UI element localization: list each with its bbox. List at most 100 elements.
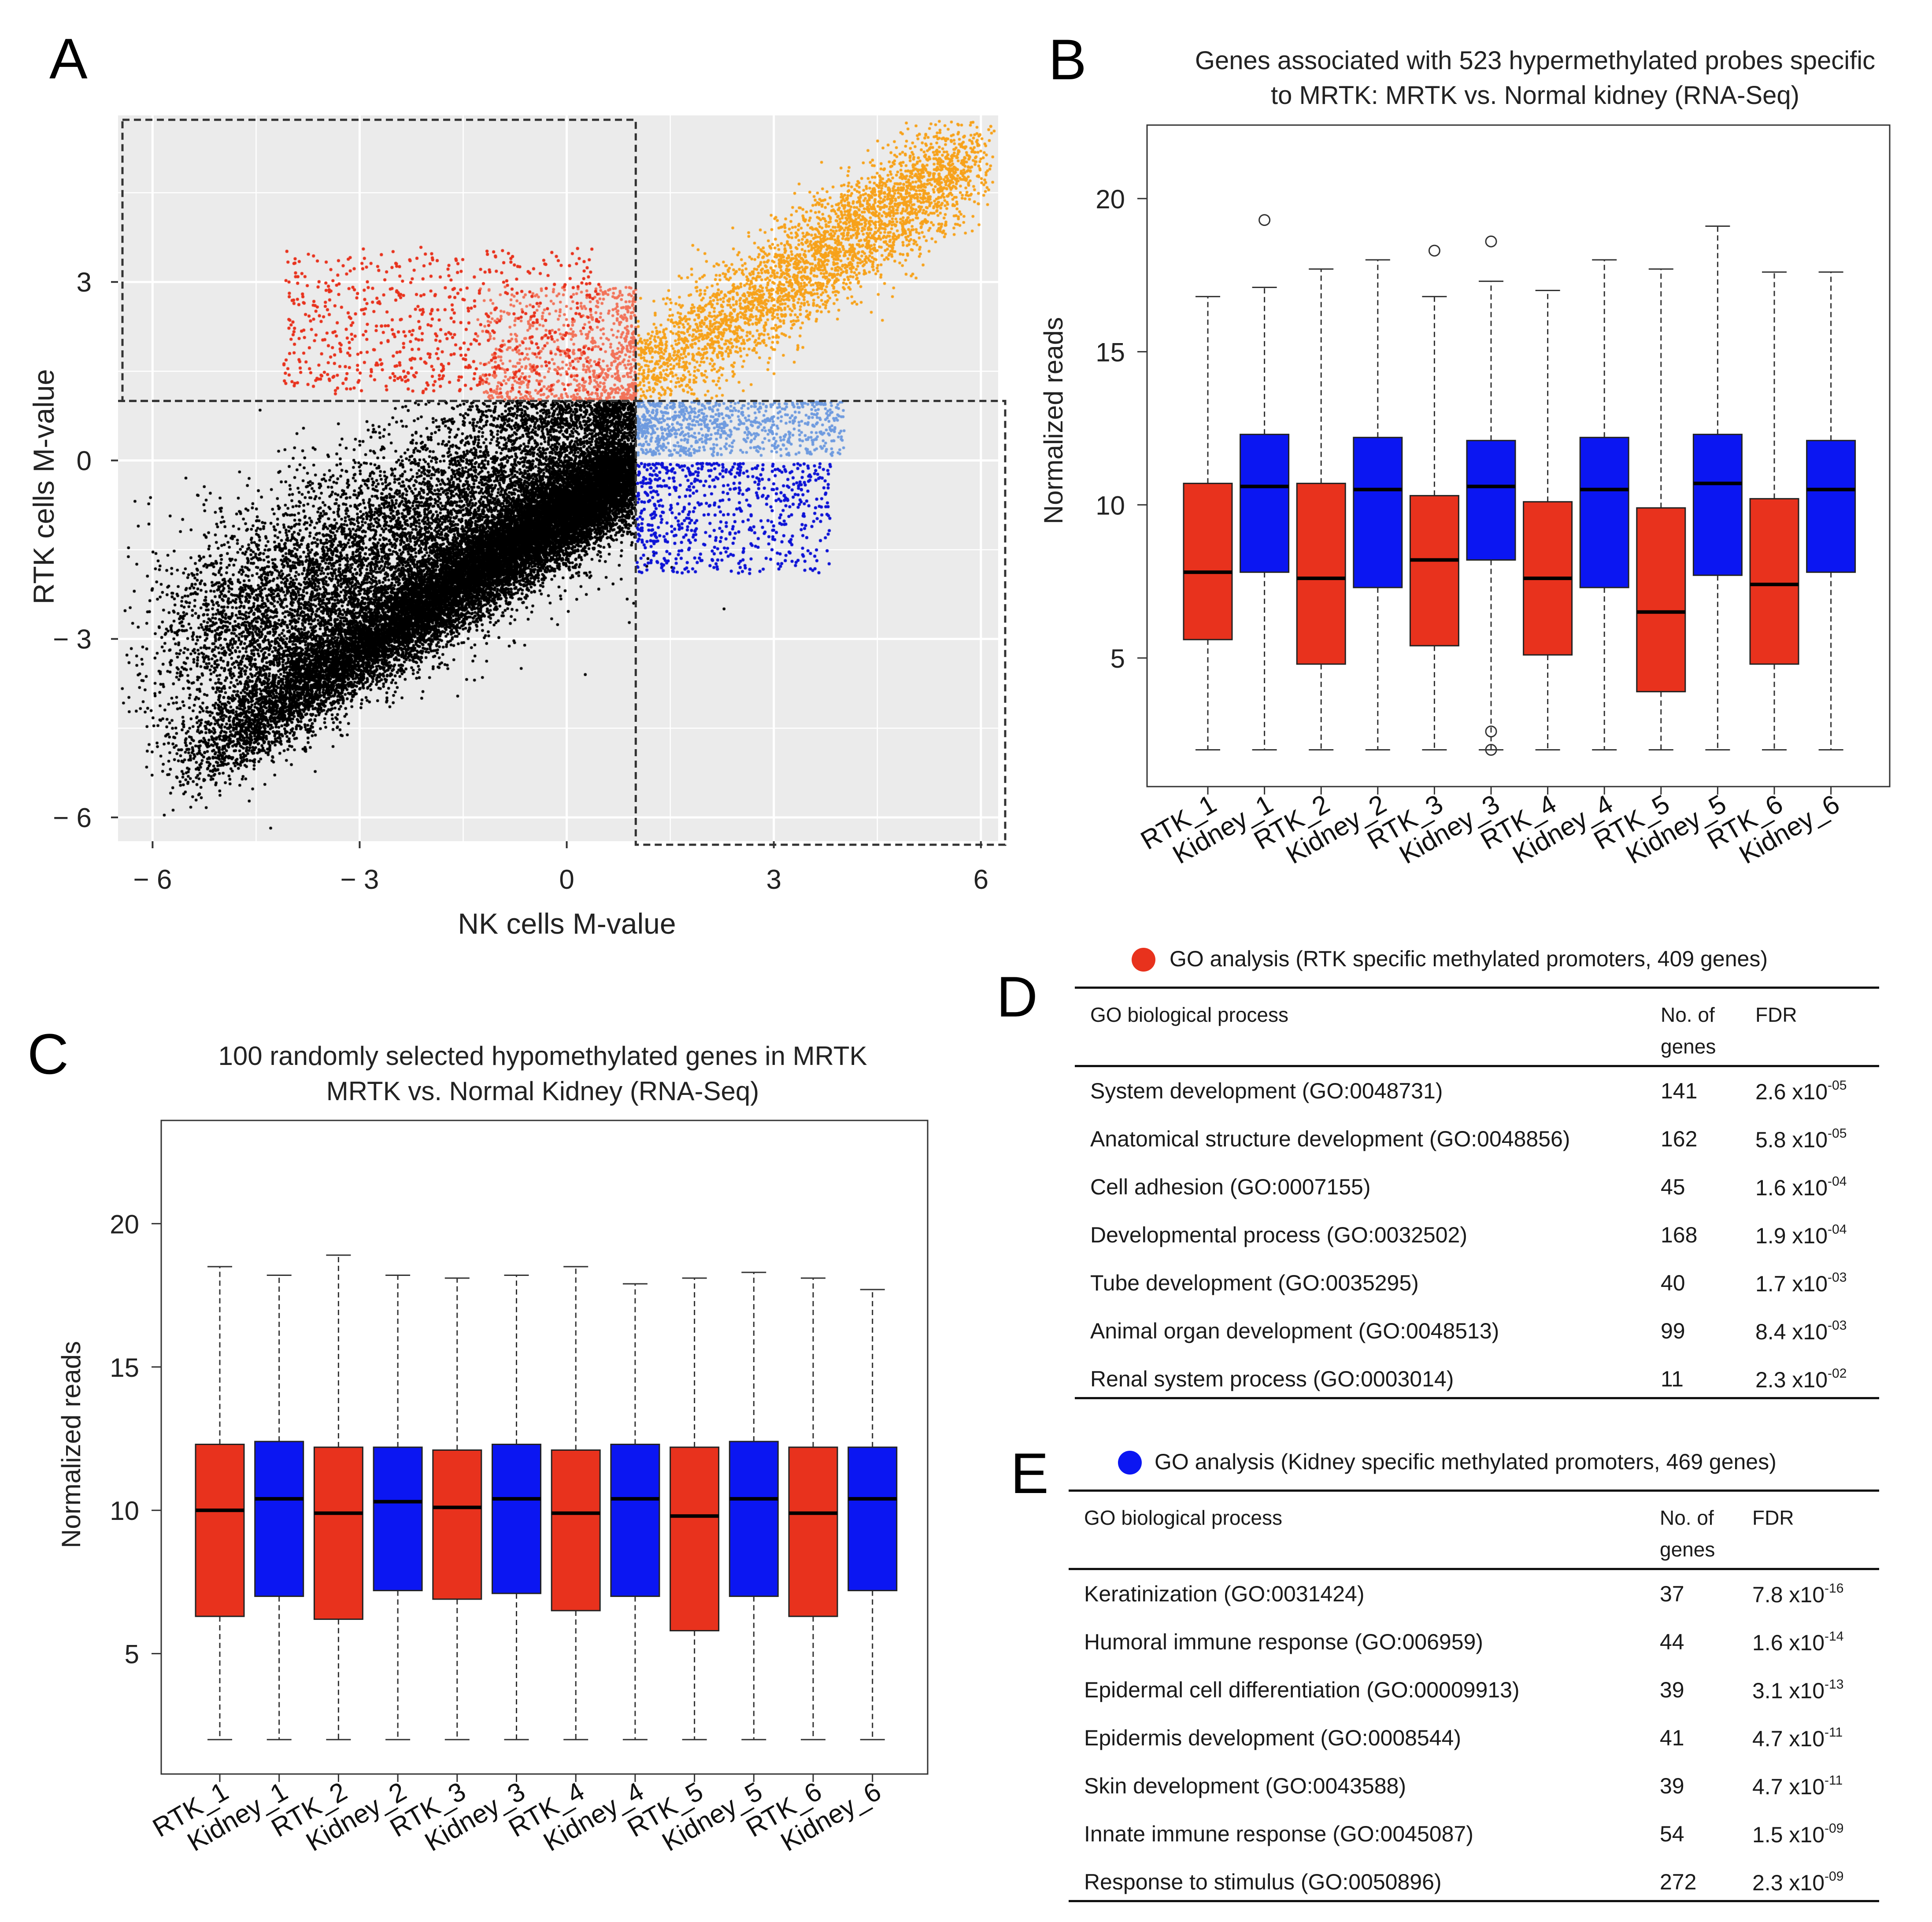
y-tick-label: − 6 — [53, 803, 92, 833]
cell-process: Response to stimulus (GO:0050896) — [1084, 1869, 1442, 1895]
box-kidney-5 — [1692, 225, 1743, 751]
box-iqr — [551, 1449, 601, 1612]
cell-fdr-text: 4.7 x10 — [1752, 1774, 1825, 1799]
cell-process-text: Renal system process (GO:0003014) — [1090, 1367, 1454, 1391]
box-kidney-4 — [1579, 259, 1629, 751]
cell-gene-count-text: 45 — [1661, 1175, 1685, 1199]
boxplot-b-title-line-1: Genes associated with 523 hypermethylate… — [1195, 46, 1875, 75]
boxplot-panel-c: 100 randomly selected hypomethylated gen… — [56, 1041, 929, 1857]
scatter-x-ticks: − 6 − 3 0 3 6 — [133, 841, 988, 895]
cell-fdr-text: 3.1 x10 — [1752, 1678, 1825, 1703]
table-rule-top — [1069, 1490, 1879, 1492]
cell-fdr: 2.3 x10-02 — [1755, 1366, 1847, 1393]
column-header-count: No. of genes — [1660, 1506, 1715, 1561]
outlier-point — [1258, 214, 1271, 226]
scatter-panel-a: − 6 − 3 0 3 6 − 6 − 3 0 3 NK cells M-value RTK … — [27, 115, 1007, 940]
box-iqr — [432, 1449, 482, 1600]
cell-gene-count: 41 — [1660, 1725, 1684, 1751]
cell-fdr-exponent: -13 — [1825, 1677, 1844, 1692]
cell-fdr-text: 1.5 x10 — [1752, 1822, 1825, 1847]
cell-fdr-exponent: -09 — [1825, 1869, 1844, 1884]
cell-gene-count-text: 54 — [1660, 1822, 1684, 1846]
cell-fdr-text: 8.4 x10 — [1755, 1320, 1828, 1344]
box-iqr — [492, 1443, 541, 1594]
box-rtk-5 — [670, 1277, 720, 1741]
cell-process: System development (GO:0048731) — [1090, 1078, 1443, 1104]
scatter-y-axis-label: RTK cells M-value — [27, 369, 60, 604]
box-kidney-1 — [1240, 287, 1290, 751]
cell-process: Skin development (GO:0043588) — [1084, 1773, 1406, 1799]
red-legend-dot — [1132, 948, 1155, 972]
cell-process-text: Tube development (GO:0035295) — [1090, 1271, 1419, 1295]
panel-label-b: B — [1048, 27, 1087, 92]
cell-fdr: 2.6 x10-05 — [1755, 1078, 1847, 1105]
box-iqr — [729, 1441, 779, 1597]
cell-fdr-text: 2.6 x10 — [1755, 1079, 1828, 1104]
y-tick-label: 15 — [1096, 338, 1125, 367]
threshold-box-nk — [634, 399, 1007, 846]
cell-fdr-text: 2.3 x10 — [1755, 1368, 1828, 1392]
box-rtk-3 — [1409, 296, 1459, 751]
box-rtk-6 — [788, 1277, 838, 1741]
box-iqr — [1806, 440, 1856, 573]
box-kidney-1 — [254, 1274, 304, 1741]
box-iqr — [1409, 495, 1459, 647]
cell-process-text: Animal organ development (GO:0048513) — [1090, 1319, 1499, 1343]
cell-fdr-text: 1.6 x10 — [1755, 1175, 1828, 1200]
boxplot-b-y-ticks: 5 10 15 20 — [1096, 185, 1147, 673]
boxplot-c-title-line-1: 100 randomly selected hypomethylated gen… — [218, 1041, 867, 1071]
boxplot-c-y-ticks: 5 10 15 20 — [110, 1209, 161, 1669]
cell-process: Tube development (GO:0035295) — [1090, 1270, 1419, 1296]
table-rule-bottom — [1069, 1900, 1879, 1902]
cell-process-text: Anatomical structure development (GO:004… — [1090, 1127, 1570, 1151]
y-tick-label: − 3 — [53, 625, 92, 655]
cell-gene-count: 11 — [1661, 1366, 1684, 1392]
cell-gene-count: 272 — [1660, 1869, 1696, 1895]
x-tick-label: 3 — [766, 865, 781, 895]
box-kidney-2 — [373, 1274, 423, 1741]
box-iqr — [195, 1443, 245, 1617]
cell-process: Innate immune response (GO:0045087) — [1084, 1821, 1473, 1847]
cell-gene-count: 40 — [1661, 1270, 1685, 1296]
cell-process: Epidermal cell differentiation (GO:00009… — [1084, 1677, 1520, 1703]
cell-gene-count-text: 11 — [1661, 1367, 1684, 1391]
cell-process-text: Skin development (GO:0043588) — [1084, 1774, 1406, 1798]
table-rule-top — [1075, 987, 1879, 989]
cell-fdr: 1.6 x10-04 — [1755, 1174, 1847, 1201]
cell-fdr-exponent: -05 — [1828, 1078, 1847, 1093]
cell-gene-count-text: 39 — [1660, 1678, 1684, 1702]
boxplot-c-x-ticks: RTK_1Kidney_1RTK_2Kidney_2RTK_3Kidney_3R… — [148, 1774, 886, 1857]
cell-fdr: 3.1 x10-13 — [1752, 1677, 1843, 1704]
panel-label-a: A — [49, 26, 88, 91]
cell-gene-count: 162 — [1661, 1126, 1697, 1152]
box-iqr — [610, 1443, 660, 1597]
cell-fdr-exponent: -02 — [1828, 1366, 1847, 1381]
boxplot-b-frame — [1146, 124, 1891, 787]
cell-fdr-exponent: -11 — [1825, 1725, 1843, 1740]
cell-gene-count-text: 41 — [1660, 1726, 1684, 1750]
boxplot-c-y-axis-label: Normalized reads — [56, 1341, 86, 1548]
y-tick-label: 15 — [110, 1353, 139, 1382]
table-rule-header — [1069, 1568, 1879, 1570]
box-rtk-1 — [1183, 296, 1233, 751]
cell-process-text: Developmental process (GO:0032502) — [1090, 1223, 1468, 1247]
box-rtk-6 — [1749, 271, 1799, 751]
box-iqr — [1636, 507, 1686, 692]
box-iqr — [313, 1446, 363, 1620]
cell-process-text: System development (GO:0048731) — [1090, 1079, 1443, 1103]
cell-gene-count: 54 — [1660, 1821, 1684, 1847]
boxplot-c-frame — [160, 1120, 929, 1775]
y-tick-label: 20 — [110, 1209, 139, 1239]
cell-process: Animal organ development (GO:0048513) — [1090, 1318, 1499, 1344]
scatter-y-ticks: − 6 − 3 0 3 — [53, 267, 118, 833]
box-kidney-3 — [1466, 281, 1516, 751]
column-header-process: GO biological process — [1090, 1003, 1288, 1026]
box-iqr — [1579, 436, 1629, 588]
cell-process-text: Response to stimulus (GO:0050896) — [1084, 1870, 1442, 1894]
outlier-point — [1485, 725, 1497, 738]
cell-fdr-exponent: -14 — [1825, 1629, 1844, 1644]
cell-process-text: Keratinization (GO:0031424) — [1084, 1582, 1365, 1606]
cell-fdr: 1.7 x10-03 — [1755, 1270, 1847, 1297]
x-tick-label: − 6 — [133, 865, 172, 895]
y-tick-label: 10 — [110, 1496, 139, 1526]
